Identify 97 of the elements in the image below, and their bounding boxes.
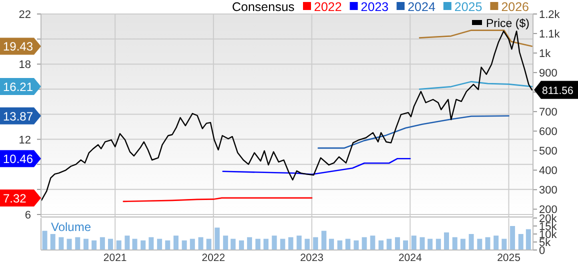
legend-label: Price ($)	[486, 18, 530, 30]
bar	[272, 236, 277, 250]
bar	[452, 237, 458, 250]
bar	[444, 232, 450, 250]
legend-label: 2026	[501, 0, 530, 14]
bar	[238, 240, 244, 250]
bar	[132, 238, 138, 250]
bar	[328, 238, 334, 250]
bar	[420, 237, 425, 250]
x-tick-label: 2024	[398, 252, 422, 264]
bar	[280, 238, 286, 250]
data-label: 811.56	[542, 84, 574, 97]
text: 13.87	[3, 109, 34, 124]
bar	[83, 238, 88, 250]
bar	[75, 237, 80, 250]
bar	[100, 237, 105, 250]
x-tick-label: 2021	[103, 252, 127, 264]
bar	[428, 238, 433, 250]
bar	[247, 237, 252, 250]
line-series	[222, 158, 411, 176]
y-tick-label: 6	[24, 209, 31, 222]
bar	[116, 240, 122, 250]
y2-tick-label: 600	[539, 126, 558, 138]
y2-tick-label: 700	[539, 106, 558, 119]
bar	[477, 238, 482, 250]
bar	[510, 226, 516, 250]
y2-tick-label: 400	[539, 165, 558, 178]
y2-tick-label: 0	[539, 245, 546, 257]
line-series	[418, 30, 533, 47]
bar	[124, 236, 130, 250]
bar	[378, 240, 384, 250]
line-series	[318, 115, 510, 149]
line-series	[418, 81, 533, 90]
bar	[92, 240, 97, 250]
bar	[337, 240, 342, 250]
y2-tick-label: 900	[539, 68, 558, 80]
bar	[386, 238, 392, 250]
bar	[321, 230, 326, 250]
bar	[518, 234, 524, 250]
bar	[206, 238, 212, 250]
bar	[165, 240, 170, 250]
bar	[255, 238, 260, 250]
bar	[313, 237, 318, 250]
bar	[494, 236, 499, 250]
bar	[354, 240, 359, 250]
legend-label: 2025	[454, 0, 482, 14]
y2-tick-label: 300	[539, 184, 558, 197]
bar	[526, 229, 531, 250]
bar	[411, 236, 416, 250]
bar	[436, 238, 441, 250]
bar	[198, 237, 204, 250]
y2-tick-label: 500	[539, 146, 558, 158]
bar	[230, 238, 236, 250]
bar	[173, 236, 178, 250]
text: 7.32	[3, 191, 27, 206]
bar	[403, 240, 408, 250]
bar	[148, 237, 154, 250]
y-tick-label: 22	[18, 9, 31, 21]
bar	[157, 238, 162, 250]
bar	[223, 236, 228, 250]
bar	[502, 238, 507, 250]
bar	[296, 236, 302, 250]
x-tick-label: 2022	[202, 252, 226, 264]
legend-label: 2022	[314, 0, 342, 14]
legend-label: 2024	[408, 0, 436, 14]
x-tick-label: 2025	[497, 252, 521, 264]
legend-title: Consensus	[232, 0, 295, 14]
y-tick-label: 12	[18, 134, 31, 146]
bar	[460, 238, 466, 250]
bar	[140, 240, 146, 250]
bar	[58, 237, 64, 250]
annotation: Volume	[51, 220, 92, 234]
bar	[485, 237, 490, 250]
bar	[288, 237, 294, 250]
text: 19.43	[3, 40, 34, 54]
y-tick-label: 18	[18, 59, 31, 72]
bar	[263, 238, 268, 250]
bar	[394, 237, 400, 250]
y2-tick-label: 1.2k	[539, 9, 560, 21]
bar	[190, 238, 195, 250]
bar	[182, 240, 187, 250]
x-tick-label: 2023	[300, 252, 324, 264]
bar	[304, 238, 310, 250]
legend-label: 2023	[360, 0, 389, 14]
bar	[66, 238, 72, 250]
y2-tick-label: 1k	[539, 48, 552, 60]
bar	[345, 238, 350, 250]
bar	[370, 236, 376, 250]
bar	[42, 230, 48, 250]
bar	[108, 238, 114, 250]
text: 10.46	[3, 152, 34, 166]
bar	[50, 234, 56, 250]
bar	[214, 228, 220, 250]
bar	[468, 234, 474, 250]
y2-tick-label: 1.1k	[539, 28, 560, 41]
text: 16.21	[3, 80, 34, 94]
bar	[362, 237, 367, 250]
